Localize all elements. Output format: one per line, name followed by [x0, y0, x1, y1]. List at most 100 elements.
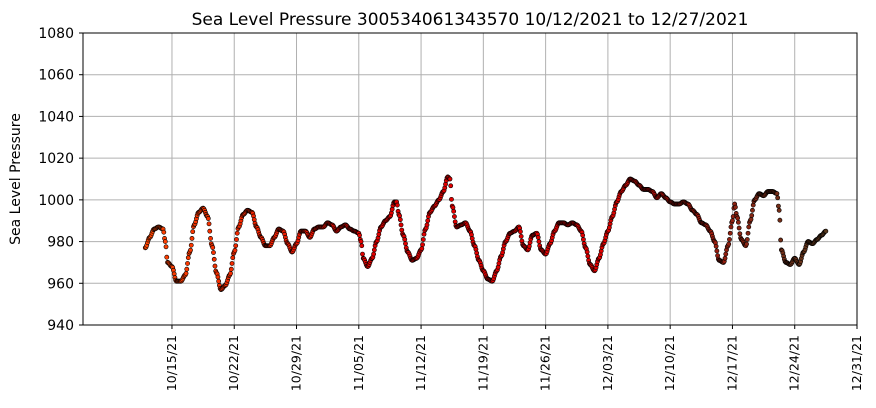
y-tick-label: 940 — [47, 318, 74, 334]
data-point — [232, 247, 238, 253]
data-point — [188, 247, 193, 253]
data-point — [358, 239, 364, 244]
data-point — [189, 236, 195, 241]
data-point — [744, 241, 749, 247]
y-tick-label: 1060 — [38, 68, 74, 84]
data-point — [399, 227, 405, 233]
data-point — [746, 224, 752, 230]
x-tick-label: 10/22/21 — [226, 335, 241, 391]
data-point — [735, 215, 741, 221]
data-point — [748, 216, 754, 222]
data-point — [723, 251, 729, 257]
data-point — [190, 229, 196, 235]
data-point — [210, 245, 216, 250]
data-point — [419, 246, 425, 251]
data-point — [185, 255, 191, 261]
data-point — [730, 218, 735, 224]
data-point — [212, 263, 218, 269]
data-point — [229, 261, 235, 266]
data-point — [584, 249, 590, 255]
data-point — [425, 218, 431, 224]
data-point — [535, 234, 541, 240]
x-tick-label: 11/19/21 — [475, 335, 490, 391]
data-point — [360, 251, 365, 257]
data-point — [736, 225, 742, 231]
data-point — [215, 274, 221, 280]
data-point — [211, 256, 217, 262]
data-point — [421, 231, 427, 237]
x-tick-label: 11/12/21 — [413, 335, 428, 391]
data-point — [581, 237, 586, 242]
plot-frame — [82, 32, 858, 326]
data-point — [228, 266, 234, 272]
data-point — [161, 229, 167, 235]
data-point — [452, 219, 458, 225]
data-point — [208, 236, 213, 241]
data-point — [727, 230, 733, 236]
data-point — [211, 250, 216, 255]
x-tick-label: 12/03/21 — [600, 335, 615, 391]
x-axis-ticks: 10/15/21 10/22/21 10/29/21 11/05/21 11/12/21… — [164, 325, 864, 391]
data-point — [713, 243, 719, 249]
data-point — [398, 222, 404, 228]
data-point — [450, 205, 456, 210]
x-tick-label: 12/10/21 — [662, 335, 677, 391]
data-point — [580, 232, 586, 238]
data-point — [403, 241, 408, 247]
data-point — [776, 203, 781, 209]
data-point — [420, 237, 426, 242]
y-tick-label: 1000 — [38, 193, 74, 209]
data-point — [714, 248, 720, 254]
data-point — [205, 216, 211, 221]
data-point — [744, 237, 750, 242]
data-point — [162, 239, 168, 244]
data-point — [424, 222, 430, 228]
data-point — [823, 228, 829, 234]
data-point — [749, 213, 755, 218]
data-point — [230, 255, 236, 261]
x-tick-label: 12/24/21 — [787, 335, 802, 391]
data-point — [448, 183, 454, 189]
data-point — [216, 278, 222, 284]
y-tick-label: 1040 — [38, 109, 74, 125]
data-point — [451, 208, 457, 214]
x-tick-label: 11/05/21 — [351, 335, 366, 391]
data-point — [163, 244, 169, 250]
grid-layer — [83, 32, 858, 326]
data-point — [536, 239, 542, 244]
data-point — [777, 217, 783, 223]
data-point — [733, 204, 738, 210]
data-point — [728, 224, 734, 230]
data-point — [234, 237, 239, 242]
data-point — [452, 214, 457, 219]
y-tick-label: 1080 — [38, 26, 74, 42]
data-point — [234, 230, 240, 236]
data-point — [735, 219, 741, 225]
data-point — [371, 251, 377, 257]
data-point — [188, 242, 194, 248]
y-tick-label: 1020 — [38, 151, 74, 167]
data-point — [518, 229, 523, 235]
y-tick-label: 960 — [47, 276, 74, 292]
data-point — [726, 241, 732, 247]
data-point — [518, 233, 524, 239]
x-tick-label: 10/29/21 — [289, 335, 304, 391]
data-point — [164, 254, 170, 260]
data-point — [722, 255, 728, 261]
data-point — [420, 242, 425, 248]
data-point — [750, 207, 755, 213]
data-point — [397, 213, 402, 219]
data-point — [775, 195, 781, 201]
data-point — [727, 237, 732, 242]
data-point — [778, 237, 784, 243]
data-point — [397, 217, 403, 223]
x-tick-label: 10/15/21 — [164, 335, 179, 391]
data-point — [228, 271, 233, 276]
data-point — [184, 266, 190, 272]
data-point — [402, 237, 408, 242]
x-tick-label: 11/26/21 — [538, 335, 553, 391]
y-tick-label: 980 — [47, 235, 74, 251]
x-tick-label: 12/17/21 — [724, 335, 739, 391]
